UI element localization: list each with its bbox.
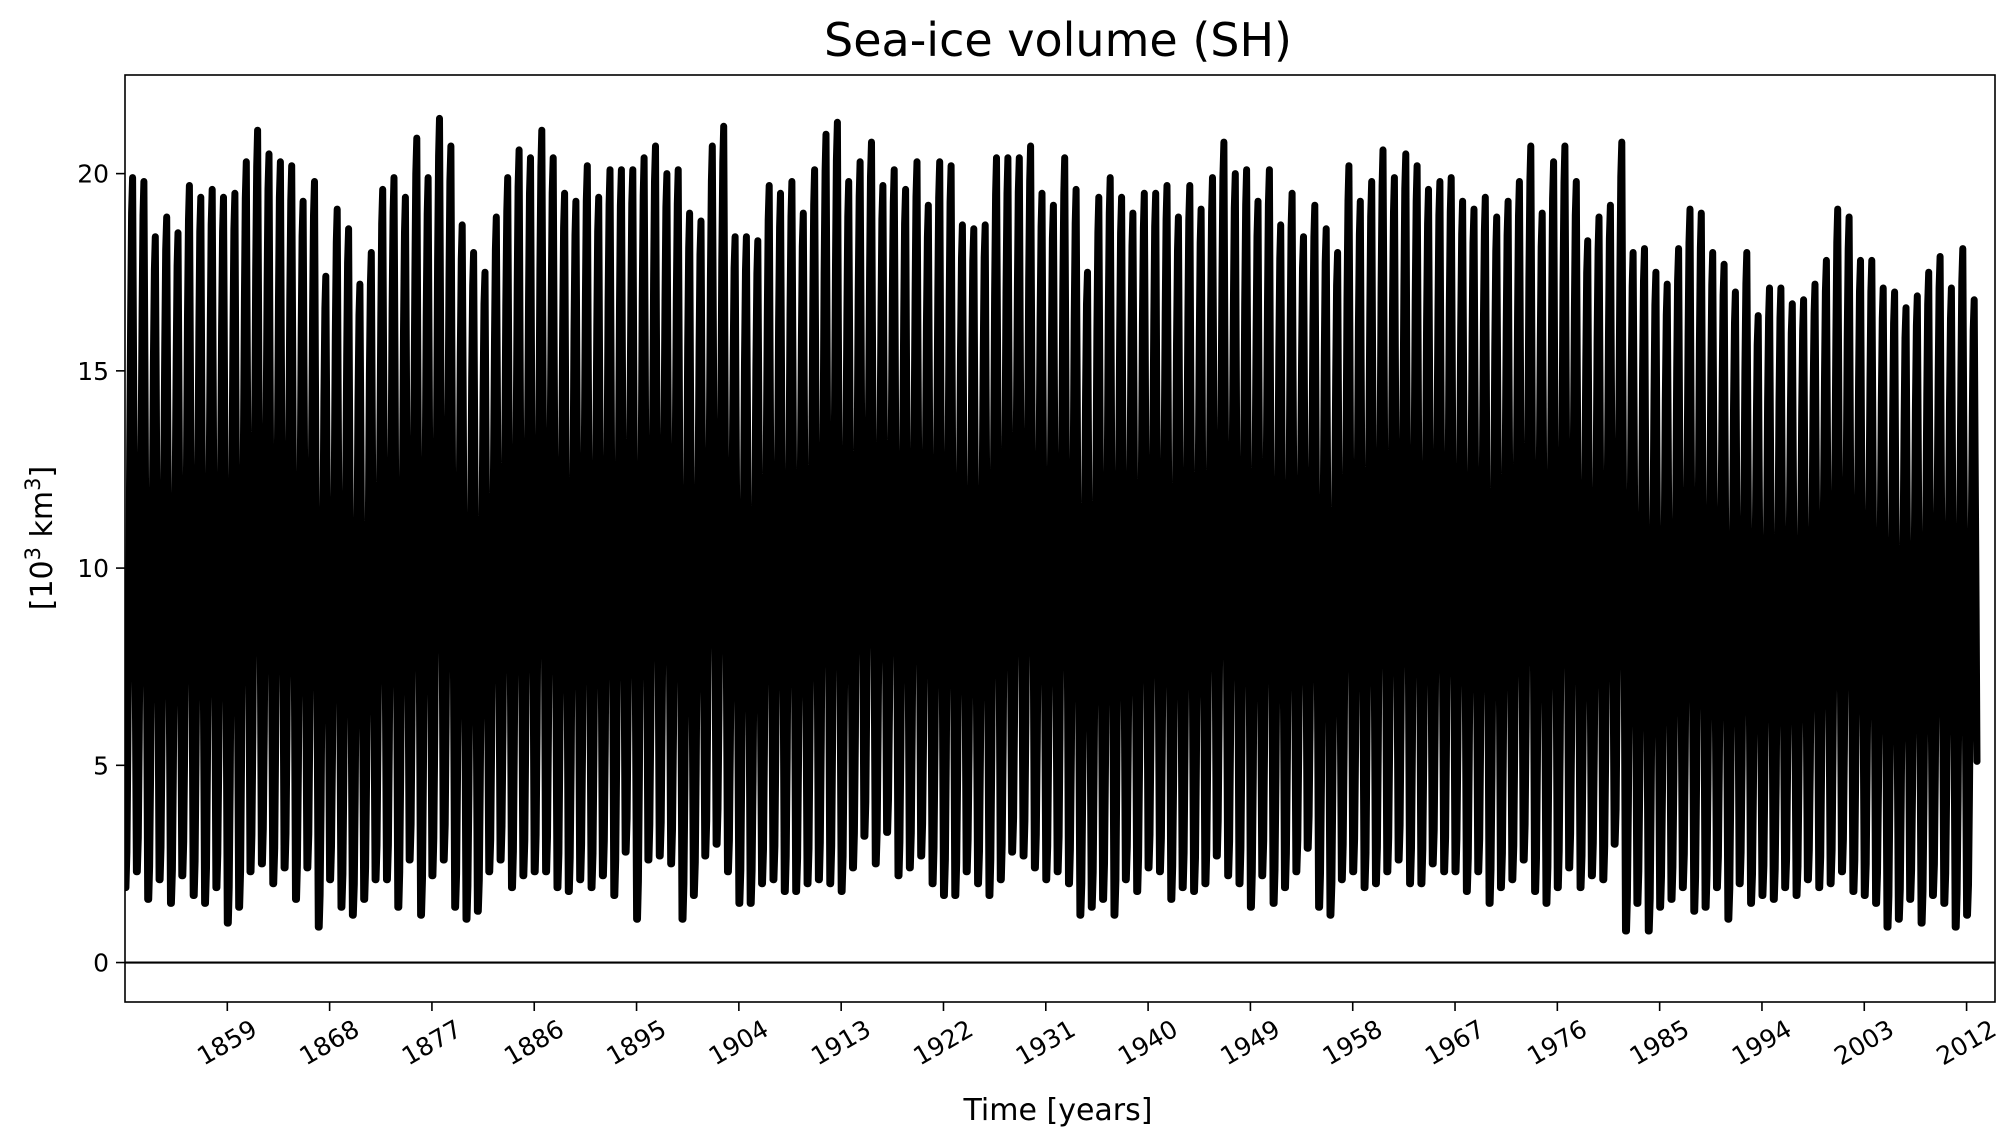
y-tick-label: 10 <box>77 554 109 583</box>
y-axis-label: [103 km3] <box>21 466 60 611</box>
y-axis-label-base: [10 <box>25 560 60 610</box>
y-tick-label: 5 <box>93 751 109 780</box>
axes-frame <box>124 74 1996 1003</box>
y-tick-label: 0 <box>93 949 109 978</box>
y-axis-label-sup2: 3 <box>21 477 45 490</box>
y-tick-label: 20 <box>77 160 109 189</box>
series-line-0 <box>125 114 1981 935</box>
y-tick-label: 15 <box>77 357 109 386</box>
y-axis-label-sup1: 3 <box>21 547 45 560</box>
y-axis-label-end: ] <box>25 466 60 478</box>
chart-title: Sea-ice volume (SH) <box>824 13 1292 67</box>
x-axis-label: Time [years] <box>963 1093 1153 1128</box>
plot-area <box>125 114 1995 964</box>
y-axis-label-mid: km <box>25 491 60 547</box>
y-axis-ticks: 0 5 10 15 20 <box>77 160 125 978</box>
